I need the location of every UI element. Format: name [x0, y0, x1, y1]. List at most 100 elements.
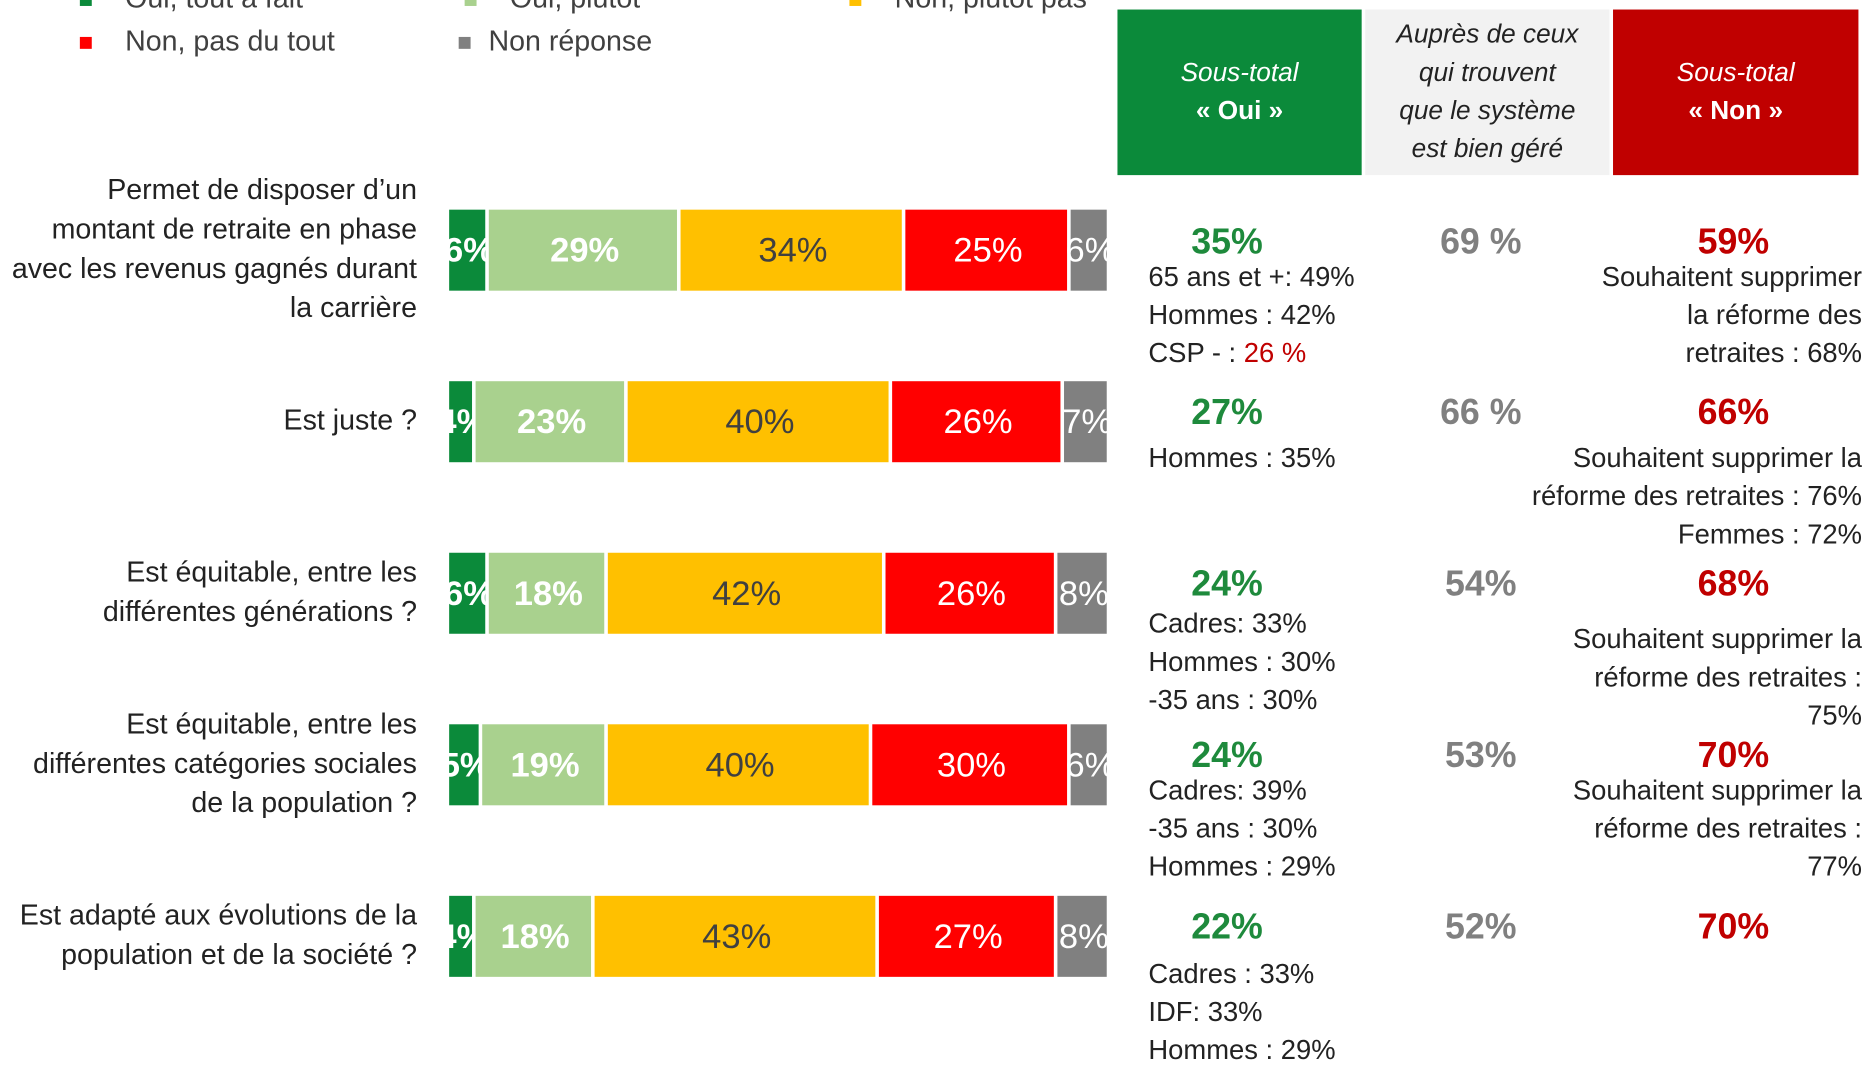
bar-segment [1064, 381, 1107, 463]
oui-detail-part: CSP - : [1148, 337, 1243, 368]
geres-total: 66 % [1440, 392, 1521, 432]
bar-value-label: 26% [937, 575, 1006, 613]
oui-detail-part: 26 % [1244, 337, 1306, 368]
geres-total: 53% [1445, 735, 1517, 775]
oui-detail: Hommes : 29% [1148, 851, 1335, 882]
oui-total: 24% [1191, 564, 1263, 604]
legend-marker [464, 0, 477, 6]
header-text: qui trouvent [1419, 57, 1558, 87]
bar-segment [449, 552, 486, 634]
non-total: 66% [1698, 392, 1770, 432]
bar-value-label: 6% [1066, 232, 1116, 270]
bar-value-label: 42% [712, 575, 781, 613]
bar-segment [680, 209, 902, 291]
non-detail: Souhaitent supprimer la [1573, 774, 1863, 805]
bar-segment [872, 724, 1068, 806]
non-detail: réforme des retraites : [1594, 813, 1862, 844]
header-text: Sous-total [1181, 57, 1300, 87]
oui-total: 27% [1191, 392, 1263, 432]
non-detail: Souhaitent supprimer [1602, 261, 1862, 292]
header-text: que le système [1399, 95, 1575, 125]
bar-value-label: 25% [953, 232, 1022, 270]
header-text: « Oui » [1196, 95, 1283, 125]
bar-segment [892, 381, 1061, 463]
oui-detail: Cadres: 39% [1148, 774, 1306, 805]
oui-detail: Hommes : 42% [1148, 299, 1335, 330]
category-label: Est juste ? [284, 404, 417, 436]
bar-value-label: 7% [1062, 403, 1112, 441]
non-detail: retraites : 68% [1686, 337, 1862, 368]
bar-segment [607, 724, 869, 806]
legend-marker [79, 0, 92, 6]
geres-total: 54% [1445, 564, 1517, 604]
non-detail: réforme des retraites : 76% [1532, 480, 1862, 511]
bar-segment [905, 209, 1068, 291]
non-detail: Souhaitent supprimer la [1573, 623, 1863, 654]
non-detail: la réforme des [1687, 299, 1862, 330]
bar-value-label: 19% [510, 746, 579, 784]
header-text: est bien géré [1412, 133, 1563, 163]
legend-marker [849, 0, 862, 6]
category-label: Est équitable, entre les différentes caté… [33, 708, 417, 819]
legend-label: Non, pas du tout [125, 25, 335, 57]
bar-value-label: 18% [514, 575, 583, 613]
category-label: Permet de disposer d’un montant de retrai… [12, 174, 417, 324]
non-detail: Femmes : 72% [1678, 518, 1862, 549]
header-text: Sous-total [1677, 57, 1796, 87]
header-text: « Non » [1688, 95, 1783, 125]
bar-segment [594, 895, 876, 977]
bar-segment [1057, 895, 1107, 977]
bar-value-label: 6% [1066, 746, 1116, 784]
category-label: Est équitable, entre les différentes géné… [103, 556, 417, 627]
header-text: Auprès de ceux [1394, 19, 1579, 49]
bar-value-label: 30% [937, 746, 1006, 784]
bar-segment [449, 209, 486, 291]
oui-detail: Hommes : 30% [1148, 646, 1335, 677]
oui-detail: 65 ans et +: 49% [1148, 261, 1354, 292]
non-detail: 75% [1807, 699, 1862, 730]
non-total: 68% [1698, 564, 1770, 604]
bar-segment [449, 895, 473, 977]
bar-segment [1057, 552, 1107, 634]
non-total: 70% [1698, 735, 1770, 775]
non-total: 59% [1698, 222, 1770, 262]
header-box [1117, 9, 1362, 176]
legend-label: Oui, plutôt [510, 0, 640, 15]
non-detail: réforme des retraites : [1594, 661, 1862, 692]
oui-detail: -35 ans : 30% [1148, 813, 1317, 844]
bar-value-label: 8% [1059, 918, 1109, 956]
bar-value-label: 40% [705, 746, 774, 784]
oui-detail: Hommes : 35% [1148, 442, 1335, 473]
bar-segment [1070, 724, 1107, 806]
bar-segment [475, 381, 625, 463]
legend-marker [458, 36, 471, 49]
bar-segment [449, 381, 473, 463]
header-box [1365, 9, 1610, 176]
oui-total: 24% [1191, 735, 1263, 775]
bar-segment [878, 895, 1054, 977]
non-total: 70% [1698, 907, 1770, 947]
bar-segment [627, 381, 889, 463]
geres-total: 69 % [1440, 222, 1521, 262]
bar-value-label: 23% [517, 403, 586, 441]
bar-segment [607, 552, 882, 634]
oui-detail: CSP - : 26 % [1148, 337, 1306, 368]
bar-value-label: 26% [944, 403, 1013, 441]
oui-detail: Cadres : 33% [1148, 958, 1314, 989]
bar-value-label: 34% [758, 232, 827, 270]
bar-segment [885, 552, 1054, 634]
oui-detail: Cadres: 33% [1148, 608, 1306, 639]
legend-label: Non, plutôt pas [895, 0, 1087, 15]
oui-detail: Hommes : 29% [1148, 1034, 1335, 1065]
legend-label: Oui, tout à fait [125, 0, 303, 15]
bar-segment [488, 552, 605, 634]
oui-detail: -35 ans : 30% [1148, 684, 1317, 715]
oui-detail: IDF: 33% [1148, 996, 1262, 1027]
oui-total: 35% [1191, 222, 1263, 262]
legend-label: Non réponse [488, 25, 652, 57]
bar-value-label: 43% [702, 918, 771, 956]
non-detail: Souhaitent supprimer la [1573, 442, 1863, 473]
bar-value-label: 8% [1059, 575, 1109, 613]
